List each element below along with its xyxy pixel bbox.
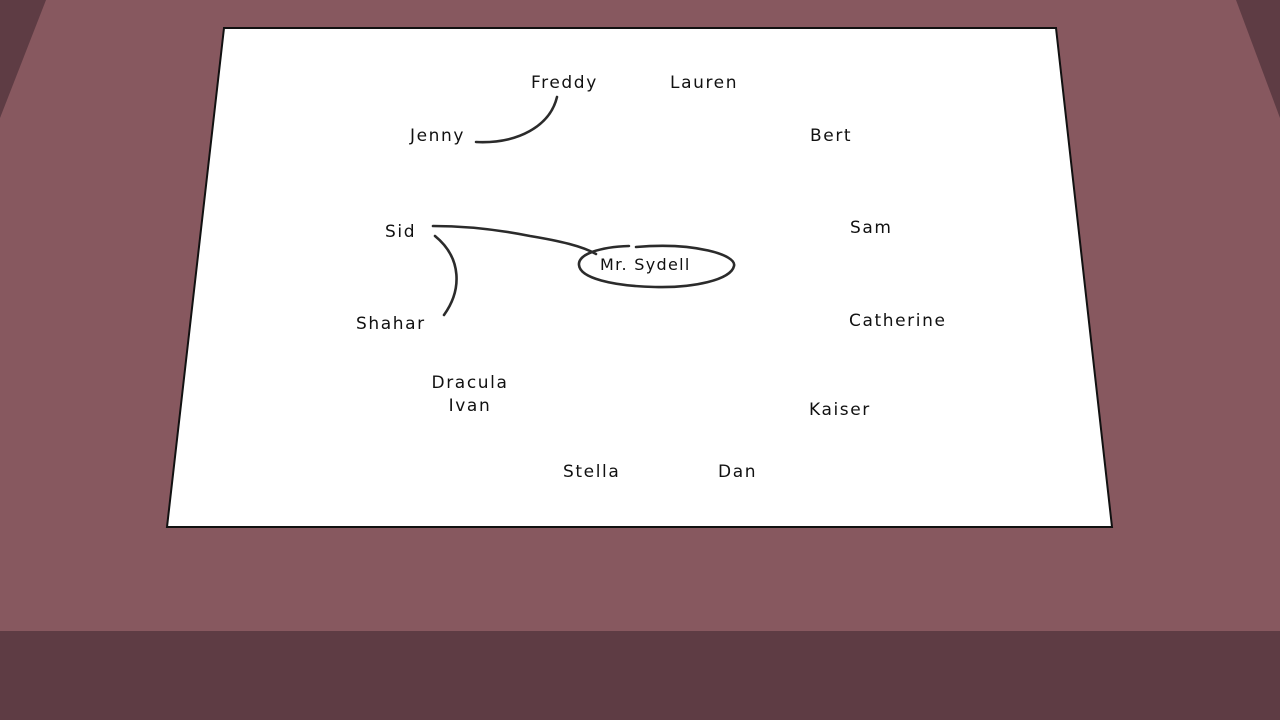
seating-chart-paper [165, 27, 1114, 528]
sydell-circle [577, 244, 736, 289]
name-sid[interactable]: Sid [385, 222, 417, 242]
name-stella[interactable]: Stella [563, 462, 621, 482]
name-freddy[interactable]: Freddy [531, 73, 598, 93]
name-bert[interactable]: Bert [810, 126, 853, 146]
name-kaiser[interactable]: Kaiser [809, 400, 871, 420]
name-pair-dracula-ivan: Dracula Ivan [425, 372, 515, 418]
left-wall-shadow [0, 0, 46, 118]
name-lauren[interactable]: Lauren [670, 73, 739, 93]
right-wall-shadow [1236, 0, 1280, 118]
sid-shahar-link [433, 234, 458, 317]
name-shahar[interactable]: Shahar [356, 314, 426, 334]
jenny-freddy-link [474, 95, 559, 144]
name-catherine[interactable]: Catherine [849, 311, 947, 331]
floor-strip [0, 631, 1280, 720]
name-dan[interactable]: Dan [718, 462, 758, 482]
name-jenny[interactable]: Jenny [410, 126, 466, 146]
name-sam[interactable]: Sam [850, 218, 893, 238]
name-ivan[interactable]: Ivan [448, 396, 492, 416]
name-mr-sydell[interactable]: Mr. Sydell [600, 255, 691, 274]
sid-sydell-link [431, 224, 598, 256]
name-dracula[interactable]: Dracula [431, 373, 509, 393]
